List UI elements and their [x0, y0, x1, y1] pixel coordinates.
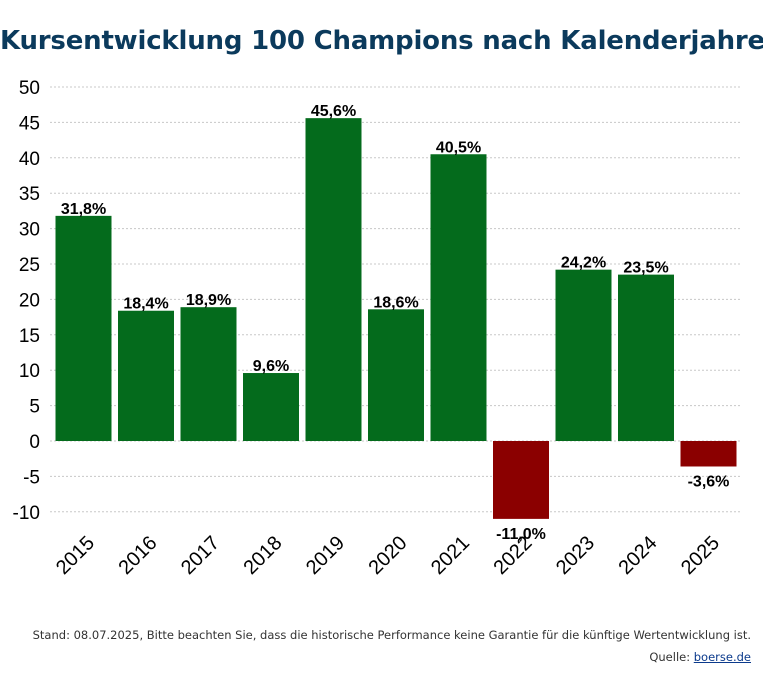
source-link[interactable]: boerse.de: [693, 650, 751, 664]
x-tick-label: 2024: [615, 532, 662, 579]
x-tick-label: 2018: [240, 532, 287, 579]
y-tick-label: 15: [19, 326, 40, 347]
data-label: -3,6%: [688, 473, 730, 490]
data-label: 45,6%: [311, 103, 356, 120]
bar: [618, 274, 674, 441]
x-tick-label: 2021: [427, 532, 474, 579]
data-label: 18,6%: [373, 294, 418, 311]
data-label: 23,5%: [623, 260, 668, 277]
bar: [55, 215, 112, 441]
data-label: 40,5%: [436, 139, 481, 156]
y-tick-label: 40: [19, 149, 40, 170]
bar: [555, 269, 612, 441]
bar: [493, 441, 549, 519]
y-tick-label: -10: [13, 503, 40, 524]
y-tick-label: 0: [29, 432, 40, 453]
x-tick-label: 2019: [302, 532, 349, 579]
source-label: Quelle:: [649, 650, 694, 664]
y-tick-label: 10: [19, 361, 40, 382]
footer-source: Quelle: boerse.de: [649, 650, 751, 664]
y-tick-label: 25: [19, 255, 40, 276]
chart-title: Kursentwicklung 100 Champions nach Kalen…: [0, 26, 763, 56]
y-tick-label: 5: [29, 397, 40, 418]
y-tick-label: 30: [19, 220, 40, 241]
data-label: 24,2%: [561, 255, 606, 272]
bars: [55, 118, 737, 519]
bar: [243, 373, 299, 441]
bar: [368, 309, 424, 441]
y-tick-label: -5: [23, 467, 40, 488]
x-tick-label: 2016: [115, 532, 162, 579]
x-tick-label: 2020: [365, 532, 412, 579]
y-tick-label: 35: [19, 184, 40, 205]
data-labels: 31,8% 18,4% 18,9% 9,6% 45,6% 18,6% 40,5% -11,0%…: [61, 103, 730, 543]
data-label: 18,4%: [123, 296, 168, 313]
x-tick-label: 2015: [52, 532, 99, 579]
y-tick-label: 50: [19, 78, 40, 99]
y-tick-label: 20: [19, 290, 40, 311]
x-axis-ticks: 2015 2016 2017 2018 2019 2020 2021 2022 2023 2024…: [52, 532, 724, 579]
bar: [430, 154, 487, 441]
data-label: 9,6%: [253, 358, 289, 375]
x-tick-label: 2023: [552, 532, 599, 579]
x-tick-label: 2017: [177, 532, 224, 579]
data-label: 18,9%: [186, 292, 231, 309]
bar: [118, 310, 174, 441]
bar: [680, 441, 737, 467]
x-tick-label: 2025: [677, 532, 724, 579]
bar: [180, 307, 237, 441]
data-label: 31,8%: [61, 201, 106, 218]
footer-disclaimer: Stand: 08.07.2025, Bitte beachten Sie, d…: [32, 628, 751, 642]
bar: [305, 118, 362, 441]
y-tick-label: 45: [19, 113, 40, 134]
data-label: -11,0%: [496, 526, 546, 543]
